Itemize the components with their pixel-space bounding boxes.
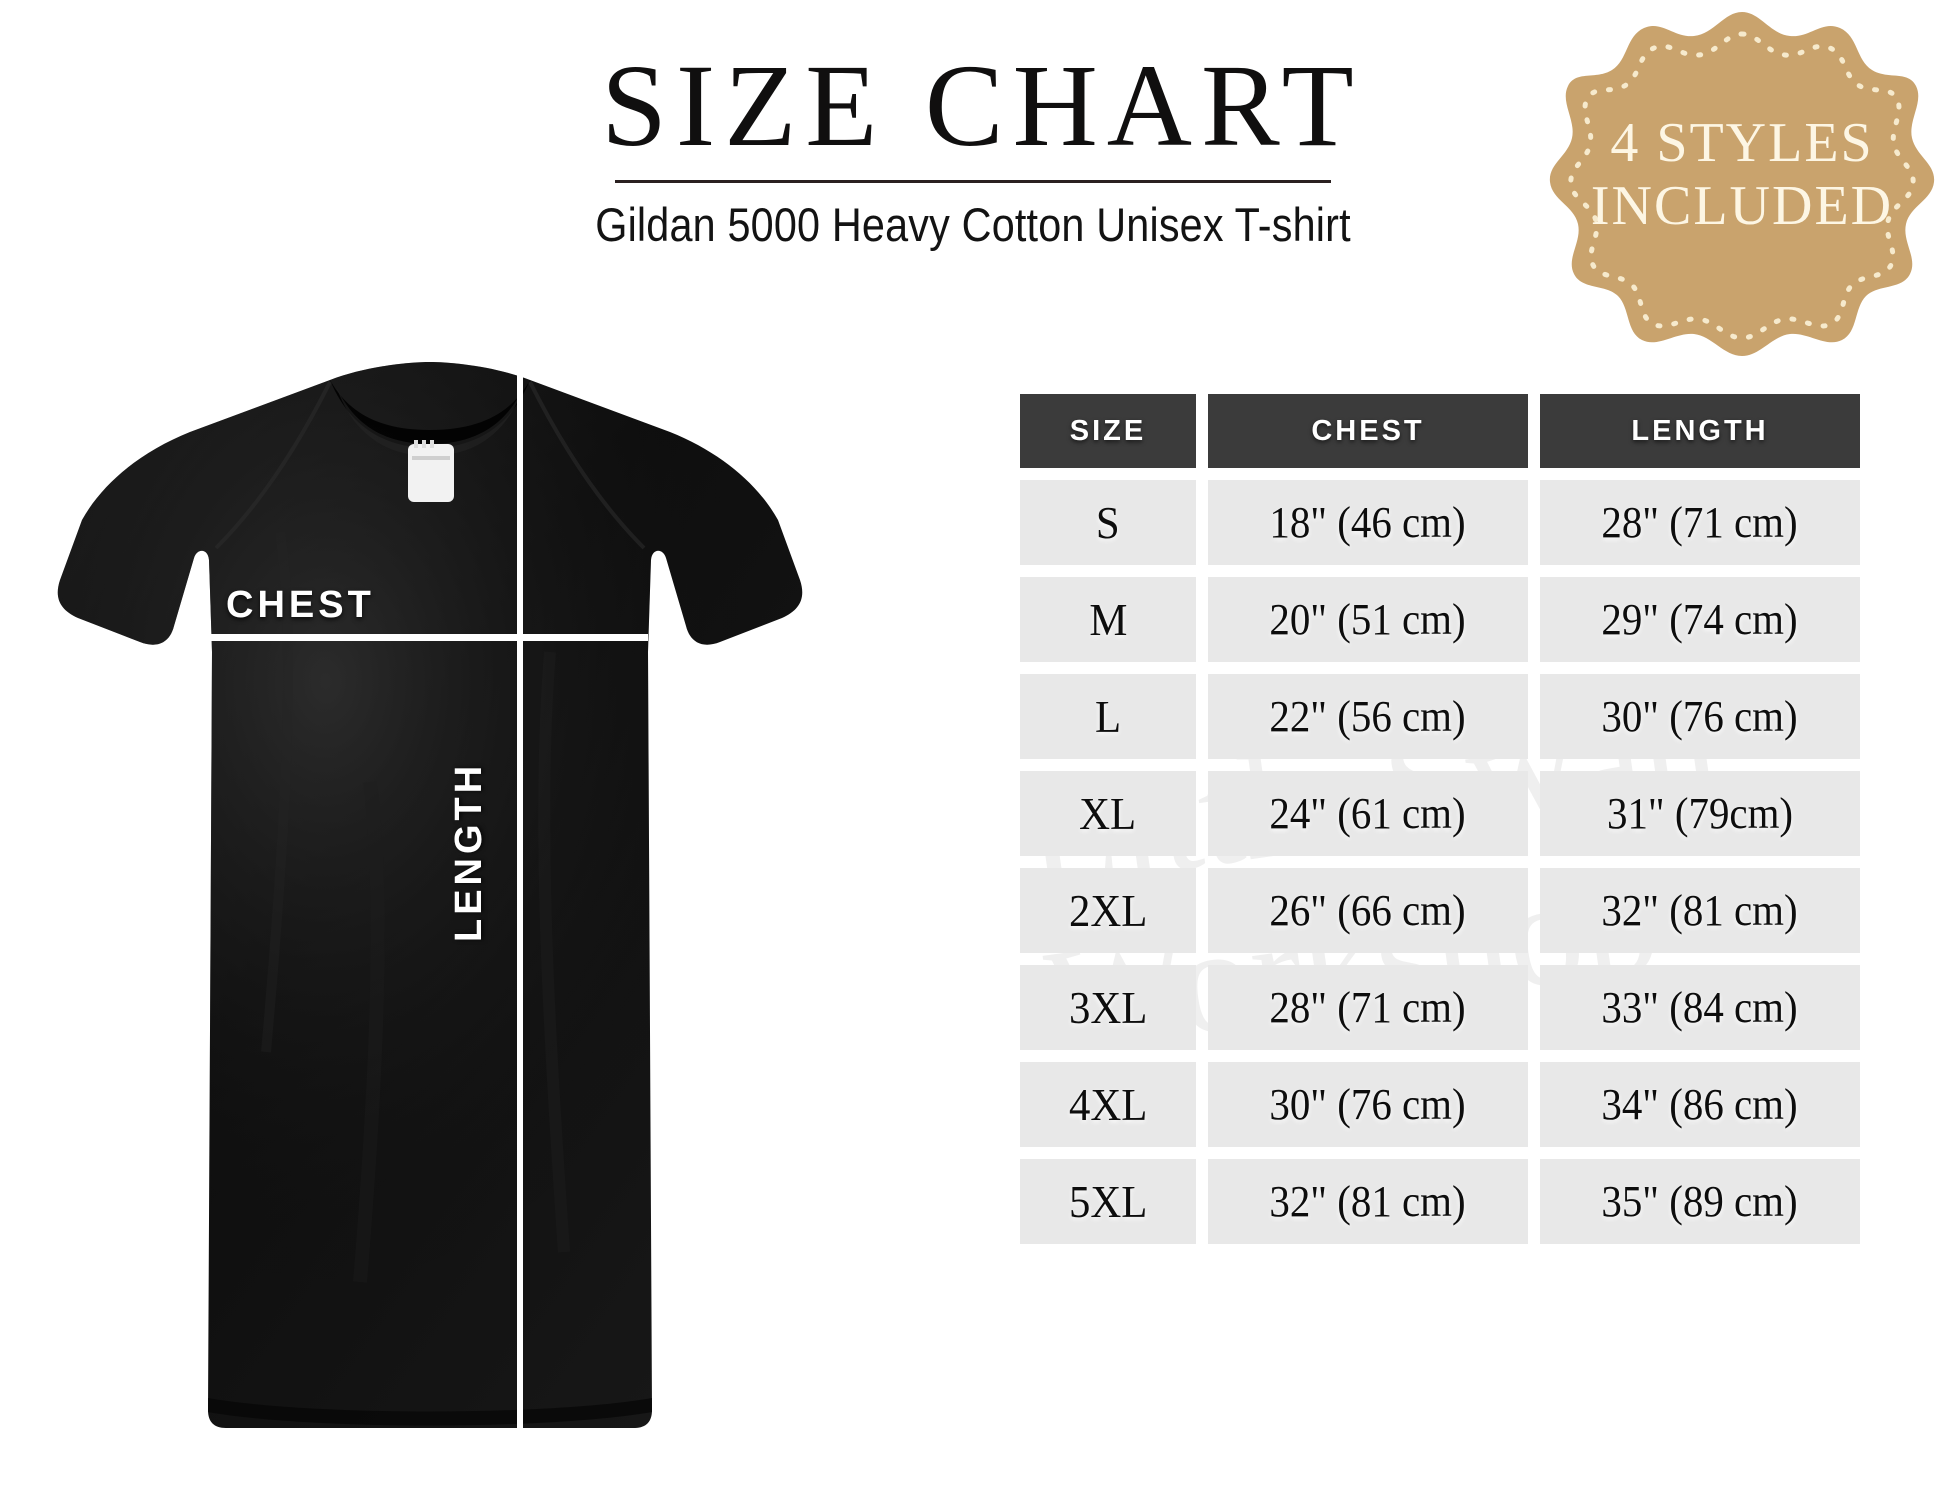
cell-length-text: 30" (76 cm) xyxy=(1601,692,1799,741)
cell-chest-text: 18" (46 cm) xyxy=(1269,498,1467,547)
cell-length-text: 33" (84 cm) xyxy=(1601,983,1799,1032)
cell-chest: 20" (51 cm) xyxy=(1208,577,1528,662)
cell-size-text: 4XL xyxy=(1068,1079,1148,1130)
tshirt-icon xyxy=(57,362,803,1428)
cell-size: M xyxy=(1020,577,1196,662)
cell-size-text: 5XL xyxy=(1068,1176,1148,1227)
cell-size-text: 2XL xyxy=(1068,885,1148,936)
cell-length: 34" (86 cm) xyxy=(1540,1062,1860,1147)
cell-size: 3XL xyxy=(1020,965,1196,1050)
table-header-row: SIZE CHEST LENGTH xyxy=(1020,394,1910,468)
cell-length: 30" (76 cm) xyxy=(1540,674,1860,759)
size-chart-table: SIZE CHEST LENGTH S 18" (46 cm) 28" (71 … xyxy=(1020,394,1910,1256)
cell-chest-text: 32" (81 cm) xyxy=(1269,1177,1467,1226)
cell-length-text: 34" (86 cm) xyxy=(1601,1080,1799,1129)
cell-chest: 18" (46 cm) xyxy=(1208,480,1528,565)
table-row: 5XL 32" (81 cm) 35" (89 cm) xyxy=(1020,1159,1910,1244)
page-header: SIZE CHART Gildan 5000 Heavy Cotton Unis… xyxy=(0,40,1946,252)
cell-size: XL xyxy=(1020,771,1196,856)
title-divider xyxy=(615,180,1331,184)
cell-length-text: 28" (71 cm) xyxy=(1601,498,1799,547)
table-row: XL 24" (61 cm) 31" (79cm) xyxy=(1020,771,1910,856)
badge-label: 4 STYLES INCLUDED xyxy=(1590,112,1894,237)
column-header-chest: CHEST xyxy=(1208,394,1528,468)
table-row: 4XL 30" (76 cm) 34" (86 cm) xyxy=(1020,1062,1910,1147)
styles-included-badge: 4 STYLES INCLUDED xyxy=(1546,8,1938,356)
table-row: 2XL 26" (66 cm) 32" (81 cm) xyxy=(1020,868,1910,953)
chest-measure-line xyxy=(178,634,648,641)
page-title: SIZE CHART xyxy=(601,40,1363,171)
cell-chest: 22" (56 cm) xyxy=(1208,674,1528,759)
cell-chest-text: 24" (61 cm) xyxy=(1269,789,1467,838)
table-row: M 20" (51 cm) 29" (74 cm) xyxy=(1020,577,1910,662)
cell-size: 4XL xyxy=(1020,1062,1196,1147)
length-measure-label: LENGTH xyxy=(448,761,490,942)
cell-length: 31" (79cm) xyxy=(1540,771,1860,856)
cell-size: S xyxy=(1020,480,1196,565)
chest-measure-label: CHEST xyxy=(226,584,375,626)
badge-seal-icon xyxy=(1549,12,1935,356)
cell-size-text: 3XL xyxy=(1068,982,1148,1033)
cell-length: 35" (89 cm) xyxy=(1540,1159,1860,1244)
cell-chest: 28" (71 cm) xyxy=(1208,965,1528,1050)
cell-length: 29" (74 cm) xyxy=(1540,577,1860,662)
cell-length-text: 31" (79cm) xyxy=(1606,789,1794,838)
cell-length: 32" (81 cm) xyxy=(1540,868,1860,953)
cell-size: 2XL xyxy=(1020,868,1196,953)
table-row: L 22" (56 cm) 30" (76 cm) xyxy=(1020,674,1910,759)
cell-chest: 30" (76 cm) xyxy=(1208,1062,1528,1147)
length-measure-line xyxy=(517,368,523,1428)
cell-size-text: M xyxy=(1088,594,1128,645)
cell-length: 33" (84 cm) xyxy=(1540,965,1860,1050)
table-row: 3XL 28" (71 cm) 33" (84 cm) xyxy=(1020,965,1910,1050)
cell-size-text: S xyxy=(1096,497,1120,548)
cell-length-text: 35" (89 cm) xyxy=(1601,1177,1799,1226)
table-row: S 18" (46 cm) 28" (71 cm) xyxy=(1020,480,1910,565)
cell-chest: 32" (81 cm) xyxy=(1208,1159,1528,1244)
cell-length-text: 32" (81 cm) xyxy=(1601,886,1799,935)
cell-chest: 24" (61 cm) xyxy=(1208,771,1528,856)
cell-chest-text: 30" (76 cm) xyxy=(1269,1080,1467,1129)
cell-size-text: XL xyxy=(1079,788,1137,839)
cell-chest-text: 20" (51 cm) xyxy=(1269,595,1467,644)
cell-size-text: L xyxy=(1094,691,1122,742)
cell-length-text: 29" (74 cm) xyxy=(1601,595,1799,644)
tshirt-illustration: CHEST LENGTH xyxy=(30,352,830,1442)
cell-chest-text: 28" (71 cm) xyxy=(1269,983,1467,1032)
cell-chest-text: 22" (56 cm) xyxy=(1269,692,1467,741)
cell-size: L xyxy=(1020,674,1196,759)
product-subtitle: Gildan 5000 Heavy Cotton Unisex T-shirt xyxy=(595,198,1351,252)
cell-chest: 26" (66 cm) xyxy=(1208,868,1528,953)
cell-length: 28" (71 cm) xyxy=(1540,480,1860,565)
column-header-size: SIZE xyxy=(1020,394,1196,468)
cell-chest-text: 26" (66 cm) xyxy=(1269,886,1467,935)
cell-size: 5XL xyxy=(1020,1159,1196,1244)
column-header-length: LENGTH xyxy=(1540,394,1860,468)
